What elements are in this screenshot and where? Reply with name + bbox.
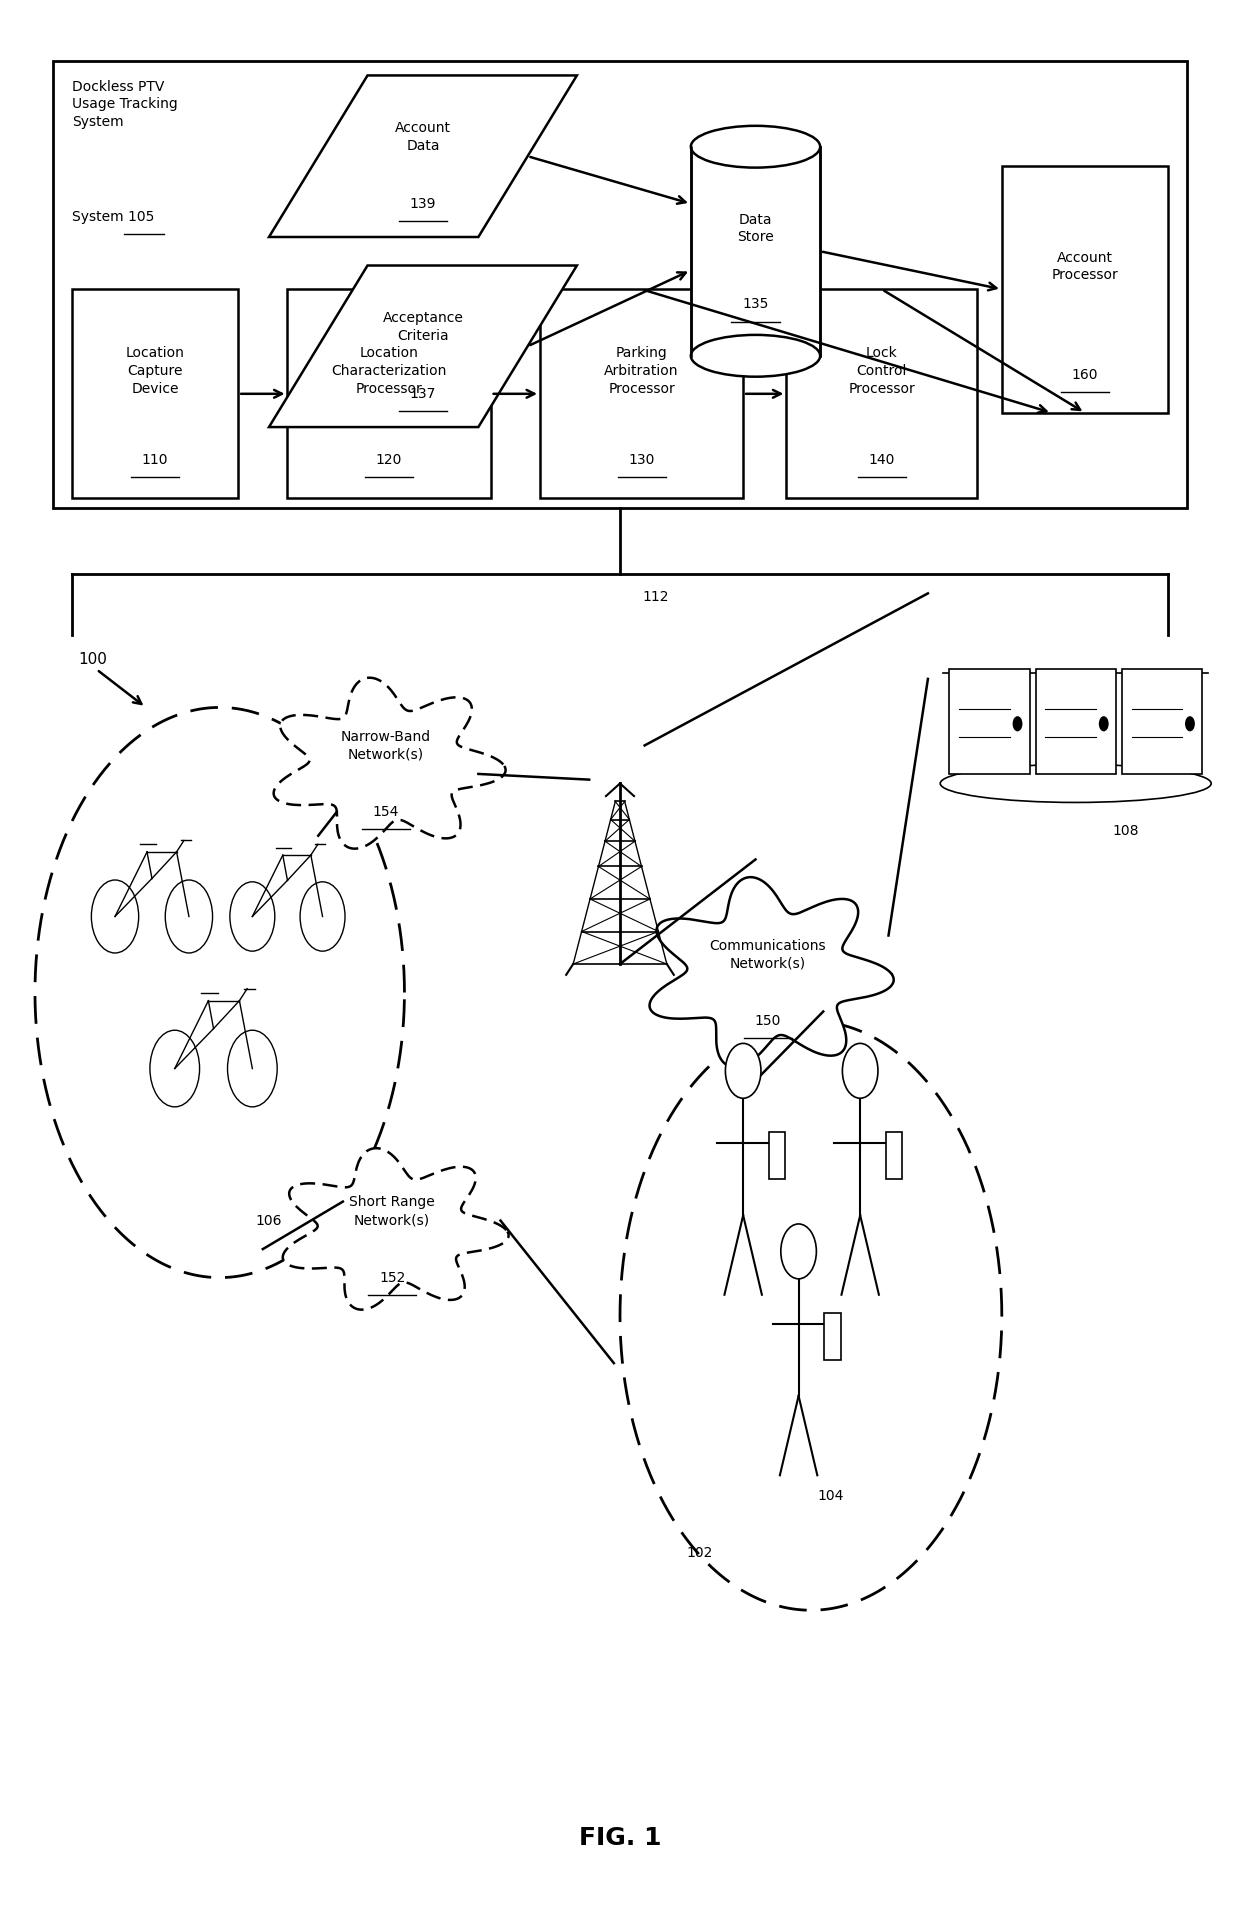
Text: 108: 108: [1112, 825, 1140, 838]
Bar: [1035, 670, 1116, 773]
Bar: [786, 290, 977, 498]
Text: Acceptance
Criteria: Acceptance Criteria: [382, 311, 464, 344]
Text: Data
Store: Data Store: [737, 212, 774, 244]
Text: 110: 110: [141, 452, 169, 468]
Text: 150: 150: [755, 1014, 781, 1029]
Bar: [1122, 670, 1202, 773]
Text: 112: 112: [642, 590, 668, 603]
Circle shape: [1013, 716, 1023, 731]
Circle shape: [1185, 716, 1195, 731]
Text: Dockless PTV
Usage Tracking
System: Dockless PTV Usage Tracking System: [72, 80, 177, 128]
Text: 140: 140: [868, 452, 895, 468]
Ellipse shape: [691, 334, 820, 376]
Text: Account
Processor: Account Processor: [1052, 250, 1118, 283]
Bar: [691, 147, 820, 355]
Text: System 105: System 105: [72, 210, 154, 223]
Polygon shape: [269, 265, 577, 428]
Text: 135: 135: [743, 298, 769, 311]
Text: 160: 160: [1071, 368, 1099, 382]
Circle shape: [842, 1044, 878, 1098]
Polygon shape: [283, 1147, 508, 1310]
Circle shape: [1099, 716, 1109, 731]
Bar: [72, 290, 238, 498]
Bar: [950, 670, 1029, 773]
Text: Communications
Network(s): Communications Network(s): [709, 939, 826, 970]
Text: 139: 139: [409, 197, 436, 210]
Text: 152: 152: [379, 1271, 405, 1285]
Text: 100: 100: [78, 653, 107, 668]
Bar: [885, 1132, 903, 1180]
Ellipse shape: [940, 764, 1211, 802]
Polygon shape: [274, 678, 506, 850]
Text: 154: 154: [373, 806, 399, 819]
Text: FIG. 1: FIG. 1: [579, 1827, 661, 1850]
Text: Location
Characterization
Processor: Location Characterization Processor: [331, 346, 446, 395]
Text: Parking
Arbitration
Processor: Parking Arbitration Processor: [604, 346, 678, 395]
Text: 104: 104: [817, 1489, 843, 1502]
Circle shape: [725, 1044, 761, 1098]
Text: Narrow-Band
Network(s): Narrow-Band Network(s): [341, 729, 432, 762]
Text: Lock
Control
Processor: Lock Control Processor: [848, 346, 915, 395]
Text: 137: 137: [409, 388, 436, 401]
Text: Location
Capture
Device: Location Capture Device: [125, 346, 185, 395]
Text: Short Range
Network(s): Short Range Network(s): [350, 1195, 435, 1227]
Text: 102: 102: [687, 1546, 713, 1560]
Bar: [825, 1313, 841, 1359]
Bar: [53, 61, 1187, 508]
Text: 106: 106: [255, 1214, 283, 1227]
Text: 120: 120: [376, 452, 402, 468]
Text: 130: 130: [629, 452, 655, 468]
Bar: [539, 290, 743, 498]
Bar: [769, 1132, 785, 1180]
Polygon shape: [650, 876, 894, 1067]
Text: Account
Data: Account Data: [394, 122, 451, 153]
Ellipse shape: [691, 126, 820, 168]
Bar: [288, 290, 491, 498]
Circle shape: [781, 1224, 816, 1279]
Bar: [1002, 166, 1168, 412]
Polygon shape: [269, 76, 577, 237]
